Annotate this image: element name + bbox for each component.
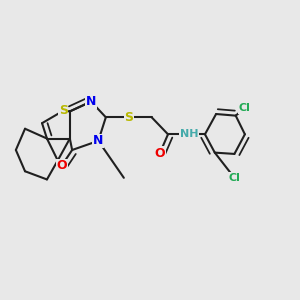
Text: Cl: Cl <box>239 103 251 113</box>
Text: Cl: Cl <box>229 173 240 183</box>
Text: N: N <box>93 134 104 147</box>
Text: NH: NH <box>180 129 199 139</box>
Text: N: N <box>86 95 96 108</box>
Text: S: S <box>59 104 68 117</box>
Text: S: S <box>124 111 133 124</box>
Text: O: O <box>56 159 67 172</box>
Text: O: O <box>154 147 165 160</box>
